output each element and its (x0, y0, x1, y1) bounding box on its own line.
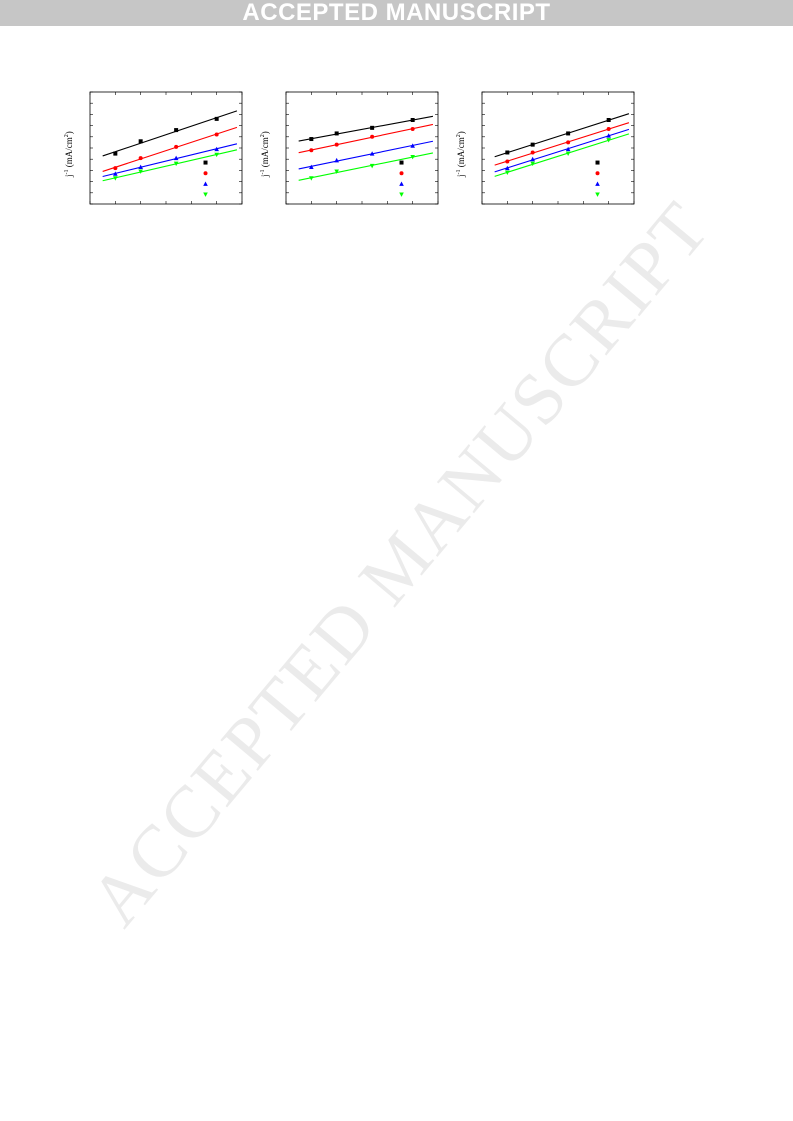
series-1-point (174, 128, 179, 133)
series-2-point (138, 156, 143, 161)
legend-symbol-3 (203, 181, 208, 186)
series-3-fit-line (102, 143, 238, 178)
chart-plot (481, 91, 635, 205)
series-1-point (566, 131, 571, 136)
series-4-point (173, 161, 179, 167)
series-3-point (369, 151, 375, 156)
chart-plot (89, 91, 243, 205)
legend-symbol-4 (203, 192, 208, 197)
legend-symbol-4 (399, 192, 404, 197)
series-2-point (566, 140, 571, 145)
plot-frame (285, 91, 439, 205)
series-2-point (606, 126, 611, 131)
series-2-point (309, 148, 314, 153)
series-2-fit-line (494, 122, 630, 166)
series-2-fit-line (102, 126, 238, 172)
series-2-point (530, 150, 535, 155)
series-1-point (606, 118, 611, 122)
series-2-point (334, 142, 339, 147)
legend-symbol-1 (595, 160, 600, 165)
series-3-point (410, 143, 415, 148)
series-1-fit-line (494, 113, 630, 158)
series-1-point (309, 137, 314, 142)
series-4-point (530, 161, 535, 167)
legend-symbol-2 (203, 171, 208, 176)
series-1-point (138, 139, 143, 144)
series-1-point (505, 150, 510, 155)
series-2-point (505, 159, 510, 164)
series-3-point (309, 164, 314, 170)
series-3-point (606, 133, 611, 138)
series-3-point (214, 146, 219, 152)
series-2-point (410, 126, 415, 131)
legend-symbol-3 (595, 181, 600, 186)
series-1-point (334, 131, 339, 136)
watermark: ACCEPTED MANUSCRIPT (74, 186, 726, 942)
legend-symbol-1 (399, 160, 404, 165)
series-2-point (214, 132, 219, 137)
series-1-point (214, 116, 219, 121)
series-4-point (214, 152, 219, 158)
series-3-point (505, 165, 510, 171)
series-4-point (334, 169, 339, 174)
legend-symbol-2 (595, 171, 600, 176)
series-2-point (370, 134, 375, 139)
series-3-fit-line (298, 140, 434, 170)
series-2-point (113, 166, 118, 171)
accepted-manuscript-banner: ACCEPTED MANUSCRIPT (0, 0, 793, 26)
series-1-point (370, 125, 375, 130)
plot-frame (481, 91, 635, 205)
series-4-fit-line (102, 149, 238, 182)
series-4-point (410, 154, 415, 160)
legend-symbol-3 (399, 181, 404, 186)
series-4-point (138, 169, 143, 174)
series-4-point (369, 163, 375, 169)
series-3-point (565, 146, 571, 152)
series-2-fit-line (298, 123, 434, 154)
legend-symbol-2 (399, 171, 404, 176)
legend-symbol-4 (595, 192, 600, 197)
series-1-point (113, 151, 118, 156)
series-4-point (113, 176, 118, 181)
series-1-point (410, 118, 415, 122)
series-3-point (530, 156, 535, 162)
series-3-point (113, 171, 118, 176)
series-3-point (138, 164, 143, 170)
series-4-fit-line (494, 133, 630, 177)
series-4-point (606, 138, 611, 143)
chart-plot (285, 91, 439, 205)
chart-panel-3: j-1 (mA/cm2) (454, 82, 649, 212)
series-4-fit-line (298, 152, 434, 181)
series-2-point (174, 144, 179, 149)
series-3-fit-line (494, 128, 630, 173)
chart-panel-2: j-1 (mA/cm2) (258, 82, 453, 212)
series-1-point (530, 142, 535, 147)
series-4-point (309, 176, 314, 181)
series-4-point (565, 151, 571, 156)
series-1-fit-line (298, 115, 434, 142)
series-3-point (173, 155, 179, 161)
chart-panel-1: j-1 (mA/cm2) (62, 82, 257, 212)
series-1-fit-line (102, 110, 238, 157)
series-3-point (334, 157, 339, 163)
legend-symbol-1 (203, 160, 208, 165)
series-4-point (505, 170, 510, 176)
